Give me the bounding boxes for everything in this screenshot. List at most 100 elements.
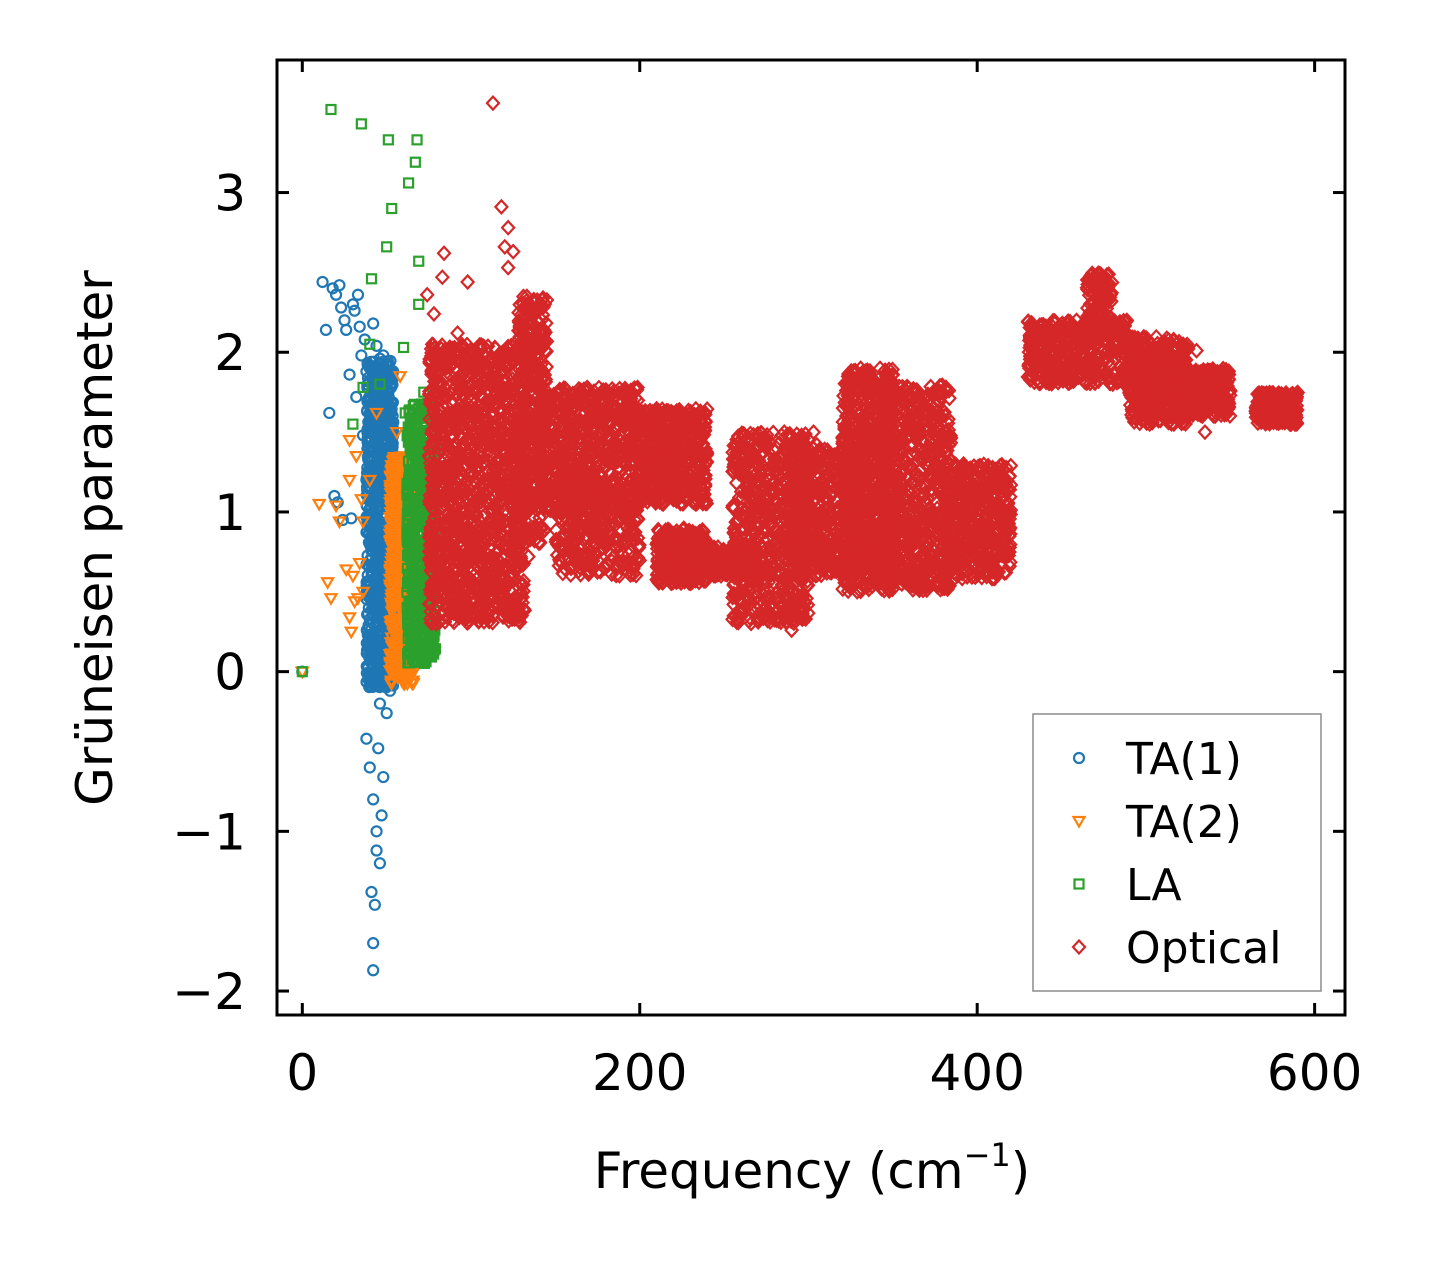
data-point: [389, 453, 405, 467]
data-point: [355, 118, 367, 130]
data-point: [423, 562, 439, 579]
data-point: [338, 564, 354, 578]
data-point: [362, 513, 375, 526]
data-point: [370, 649, 383, 662]
data-point: [403, 510, 416, 522]
data-point: [406, 557, 418, 569]
data-point: [336, 513, 349, 527]
data-point: [386, 620, 401, 634]
data-point: [443, 460, 459, 478]
data-point: [360, 732, 373, 745]
data-point: [444, 507, 460, 525]
data-point: [389, 426, 405, 440]
data-point: [386, 591, 401, 605]
data-point: [323, 406, 336, 420]
data-point: [367, 964, 380, 977]
data-point: [411, 134, 423, 146]
data-point: [509, 558, 525, 575]
data-point: [335, 301, 348, 314]
data-point: [496, 363, 512, 380]
data-point: [457, 419, 473, 436]
data-point: [413, 255, 425, 267]
data-point: [460, 368, 476, 385]
data-point: [396, 678, 412, 691]
data-point: [320, 577, 336, 590]
data-point: [342, 612, 357, 626]
data-point: [370, 557, 383, 570]
data-point: [495, 528, 511, 545]
data-point: [403, 499, 415, 512]
data-point: [380, 707, 393, 720]
data-point: [363, 537, 376, 550]
data-point: [368, 898, 381, 911]
data-point: [370, 825, 383, 838]
data-point: [376, 445, 389, 459]
scatter-markers: [294, 94, 1306, 977]
data-point: [342, 434, 357, 448]
data-point: [444, 453, 460, 470]
data-point: [467, 343, 483, 361]
data-point: [397, 341, 410, 354]
data-point: [352, 557, 368, 571]
data-point: [365, 273, 378, 285]
data-point: [403, 177, 415, 189]
data-point: [348, 450, 364, 464]
data-point: [369, 407, 384, 421]
data-point: [367, 317, 380, 330]
data-point: [347, 418, 359, 430]
data-point: [367, 459, 380, 473]
data-point: [325, 103, 337, 116]
data-point: [370, 844, 383, 857]
data-point: [370, 645, 383, 658]
data-point: [386, 554, 402, 568]
data-point: [393, 668, 409, 682]
data-point: [345, 570, 361, 584]
data-point: [496, 495, 512, 513]
data-point: [478, 355, 494, 372]
data-point: [369, 535, 382, 548]
data-point: [407, 521, 419, 533]
data-point: [370, 339, 383, 352]
data-point: [387, 639, 403, 653]
data-point: [407, 444, 419, 456]
data-point: [501, 612, 517, 629]
data-point: [388, 500, 404, 513]
data-point: [388, 515, 404, 529]
data-point: [346, 298, 360, 311]
data-point: [453, 355, 469, 372]
data-point: [408, 634, 420, 646]
data-point: [355, 349, 368, 362]
data-point: [362, 629, 375, 642]
data-point: [353, 320, 366, 333]
data-point: [363, 400, 377, 413]
data-point: [364, 338, 376, 350]
data-point: [363, 681, 376, 694]
data-point: [357, 381, 369, 393]
data-point: [377, 349, 390, 362]
data-point: [367, 937, 380, 950]
data-point: [338, 314, 351, 327]
data-point: [406, 488, 419, 500]
data-point: [392, 371, 408, 384]
data-point: [425, 513, 441, 530]
data-point: [340, 323, 353, 336]
data-point: [366, 471, 379, 484]
data-point: [373, 584, 386, 597]
data-point: [385, 371, 398, 384]
data-point: [373, 697, 387, 710]
data-point: [350, 593, 366, 606]
data-point: [418, 656, 430, 668]
data-point: [382, 528, 398, 542]
data-point: [399, 407, 411, 419]
data-point: [389, 541, 404, 555]
data-point: [348, 304, 361, 317]
data-point: [345, 512, 358, 525]
data-point: [343, 368, 356, 381]
data-point: [363, 362, 376, 375]
data-point: [384, 575, 400, 589]
data-point: [511, 573, 527, 591]
data-point: [353, 494, 369, 507]
data-point: [386, 202, 398, 215]
data-point: [497, 578, 513, 595]
data-point: [387, 625, 403, 639]
